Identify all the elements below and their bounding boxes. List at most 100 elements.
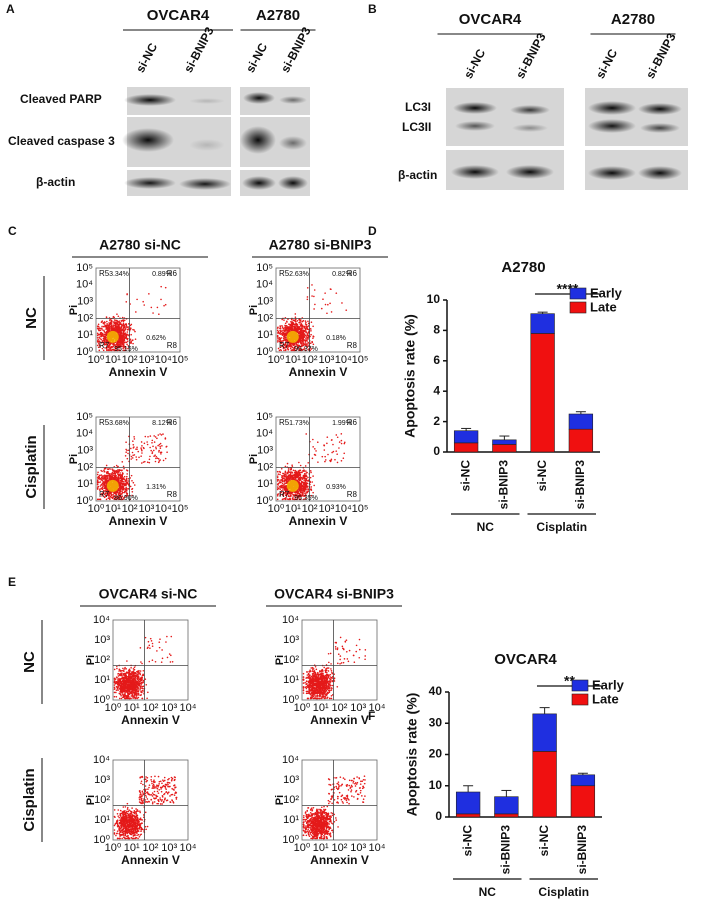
event-dot bbox=[128, 692, 130, 695]
plot-frame bbox=[95, 267, 181, 353]
event-dot bbox=[312, 491, 314, 494]
event-dot bbox=[115, 322, 118, 325]
event-dot bbox=[303, 469, 305, 471]
event-dot bbox=[168, 653, 171, 655]
event-dot bbox=[117, 675, 120, 677]
event-dot bbox=[96, 344, 99, 347]
event-dot bbox=[122, 335, 124, 337]
quadrant-label: R8 bbox=[347, 490, 358, 499]
event-dot bbox=[99, 478, 101, 480]
event-dot bbox=[115, 492, 118, 494]
event-dot bbox=[135, 456, 137, 458]
event-dot bbox=[288, 471, 291, 473]
event-dot bbox=[106, 349, 108, 352]
event-dot bbox=[306, 327, 309, 330]
event-dot bbox=[287, 471, 289, 474]
event-dot bbox=[162, 433, 164, 435]
event-dot bbox=[113, 469, 115, 472]
event-dot bbox=[115, 319, 117, 322]
event-dot bbox=[290, 318, 293, 321]
event-dot bbox=[120, 486, 122, 489]
event-dot bbox=[130, 692, 133, 695]
event-dot bbox=[286, 478, 289, 481]
event-dot bbox=[321, 455, 324, 458]
blot-band bbox=[179, 178, 231, 190]
event-dot bbox=[96, 479, 99, 481]
event-dot bbox=[297, 327, 299, 330]
event-dot bbox=[287, 475, 289, 478]
event-dot bbox=[320, 307, 323, 310]
event-dot bbox=[280, 467, 283, 470]
event-dot bbox=[122, 674, 125, 676]
event-dot bbox=[315, 450, 317, 452]
event-dot bbox=[331, 451, 333, 454]
row-heading: NC bbox=[23, 307, 40, 329]
event-dot bbox=[329, 460, 332, 463]
event-dot bbox=[101, 329, 104, 331]
event-dot bbox=[161, 445, 163, 447]
event-dot bbox=[170, 635, 173, 638]
event-dot bbox=[305, 331, 308, 334]
event-dot bbox=[126, 328, 129, 331]
event-dot bbox=[101, 484, 103, 486]
event-dot bbox=[117, 349, 119, 352]
event-dot bbox=[117, 315, 120, 318]
event-dot bbox=[148, 660, 151, 663]
event-dot bbox=[131, 457, 134, 459]
event-dot bbox=[120, 319, 123, 322]
event-dot bbox=[146, 461, 149, 464]
event-dot bbox=[132, 673, 134, 676]
lane-label: si-BNIP3 bbox=[278, 24, 314, 74]
event-dot bbox=[135, 311, 137, 313]
group-heading: OVCAR4 bbox=[459, 11, 522, 28]
event-dot bbox=[358, 648, 361, 651]
event-dot bbox=[164, 457, 167, 460]
group-heading: OVCAR4 bbox=[147, 7, 210, 24]
event-dot bbox=[116, 667, 118, 670]
event-dot bbox=[140, 678, 142, 681]
event-dot bbox=[124, 345, 126, 348]
event-dot bbox=[127, 326, 130, 328]
event-dot bbox=[300, 485, 303, 488]
event-dot bbox=[133, 438, 136, 440]
event-dot bbox=[109, 319, 111, 322]
event-dot bbox=[119, 337, 121, 340]
event-dot bbox=[345, 309, 348, 311]
event-dot bbox=[129, 327, 132, 329]
lane-label: si-NC bbox=[133, 40, 160, 75]
event-dot bbox=[314, 448, 316, 450]
event-dot bbox=[120, 685, 123, 687]
event-dot bbox=[135, 458, 138, 461]
event-dot bbox=[335, 450, 338, 452]
event-dot bbox=[98, 333, 100, 336]
event-dot bbox=[105, 340, 107, 342]
panel-label: E bbox=[8, 575, 16, 589]
event-dot bbox=[115, 680, 118, 683]
event-dot bbox=[113, 680, 116, 683]
event-dot bbox=[122, 669, 125, 671]
blot-band bbox=[240, 126, 276, 154]
event-dot bbox=[276, 475, 279, 477]
event-dot bbox=[326, 442, 328, 445]
event-dot bbox=[330, 458, 333, 461]
event-dot bbox=[124, 672, 127, 675]
event-dot bbox=[140, 691, 142, 693]
lane-label: si-NC bbox=[461, 46, 488, 81]
blot-membrane bbox=[446, 88, 564, 146]
event-dot bbox=[126, 340, 129, 343]
event-dot bbox=[312, 475, 314, 477]
event-dot bbox=[139, 673, 142, 676]
event-dot bbox=[122, 465, 125, 468]
event-dot bbox=[298, 321, 300, 324]
event-dot bbox=[116, 342, 119, 345]
event-dot bbox=[116, 344, 119, 347]
event-dot bbox=[108, 348, 111, 350]
event-dot bbox=[119, 473, 122, 476]
event-dot bbox=[276, 327, 279, 329]
row-heading: Cisplatin bbox=[21, 768, 38, 831]
event-dot bbox=[324, 459, 327, 461]
event-dot bbox=[283, 483, 285, 486]
event-dot bbox=[147, 640, 150, 643]
event-dot bbox=[154, 454, 156, 456]
event-dot bbox=[311, 457, 314, 460]
